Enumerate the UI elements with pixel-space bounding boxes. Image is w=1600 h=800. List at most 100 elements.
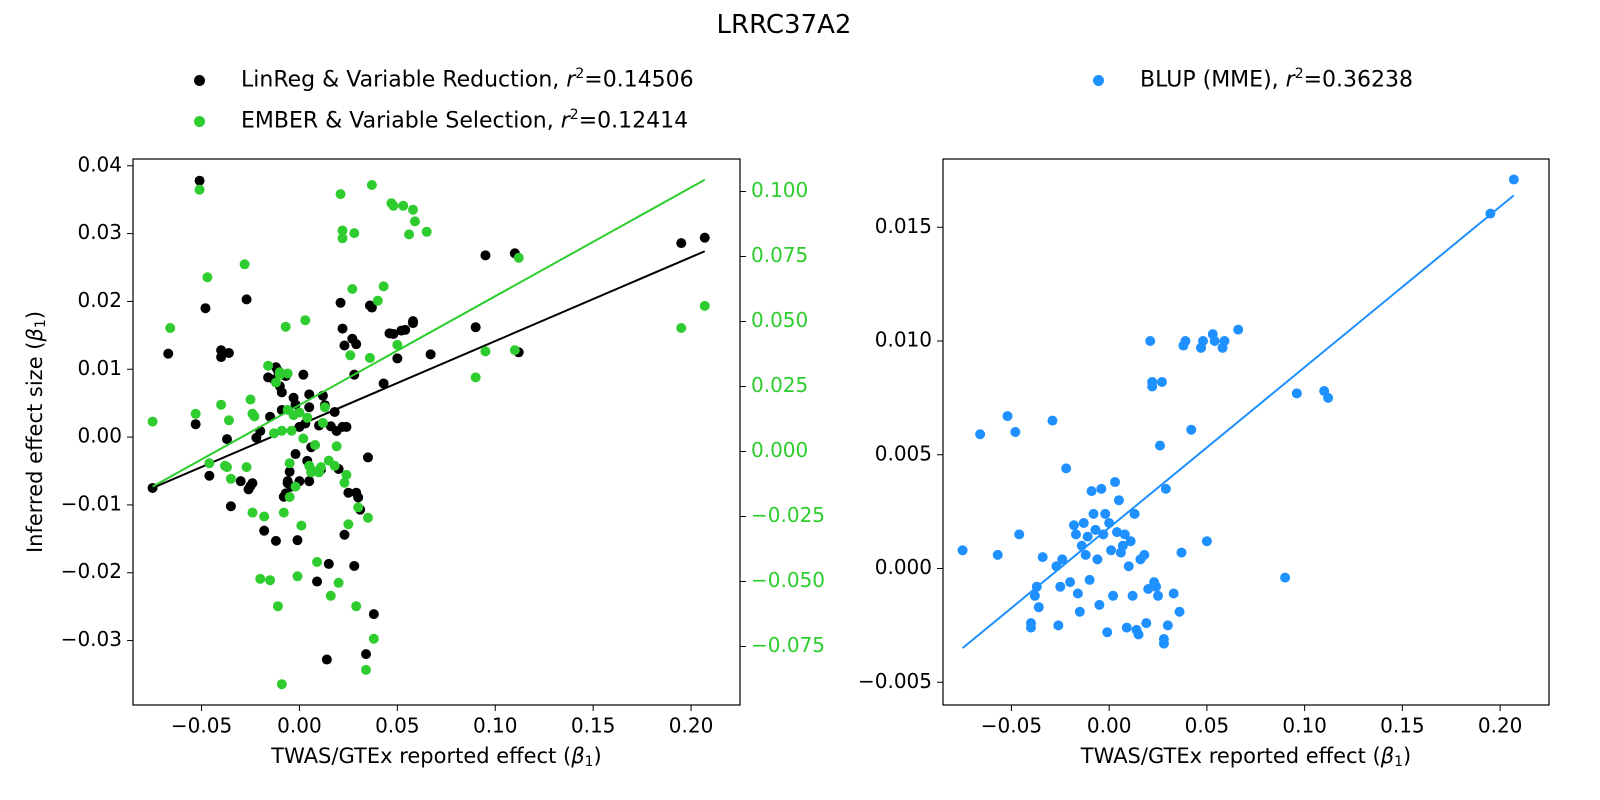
point-ember-variable-selection	[298, 433, 309, 444]
point-blup-mme-	[1096, 483, 1107, 494]
point-blup-mme-	[1108, 590, 1119, 601]
point-linreg-variable-reduction	[351, 339, 362, 350]
x-tick-label-right: 0.20	[1478, 714, 1523, 738]
point-ember-variable-selection	[331, 441, 342, 452]
point-blup-mme-	[1219, 336, 1230, 346]
point-blup-mme-	[1025, 618, 1036, 629]
point-ember-variable-selection	[339, 477, 350, 488]
y2-tick-label-left: −0.075	[751, 633, 825, 657]
point-ember-variable-selection	[265, 575, 276, 586]
point-ember-variable-selection	[249, 411, 260, 422]
point-blup-mme-	[1002, 411, 1013, 422]
point-blup-mme-	[1098, 529, 1109, 540]
y-tick-label-right: 0.000	[875, 555, 932, 579]
point-blup-mme-	[1141, 618, 1152, 629]
point-blup-mme-	[1065, 577, 1076, 588]
point-linreg-variable-reduction	[400, 324, 411, 335]
point-ember-variable-selection	[349, 228, 360, 239]
point-blup-mme-	[1051, 561, 1062, 572]
point-ember-variable-selection	[284, 458, 295, 469]
point-ember-variable-selection	[241, 462, 252, 473]
plot-frame-right	[942, 158, 1550, 706]
point-ember-variable-selection	[190, 408, 201, 419]
y2-tick-label-left: −0.050	[751, 568, 825, 592]
point-ember-variable-selection	[202, 272, 213, 283]
point-linreg-variable-reduction	[304, 402, 315, 413]
point-blup-mme-	[1110, 477, 1121, 488]
point-blup-mme-	[1106, 545, 1117, 556]
point-ember-variable-selection	[221, 462, 232, 473]
y2-tick-label-left: 0.025	[751, 373, 808, 397]
point-blup-mme-	[1080, 549, 1091, 560]
point-ember-variable-selection	[368, 633, 379, 644]
point-blup-mme-	[1090, 524, 1101, 535]
point-blup-mme-	[1180, 336, 1191, 346]
x-tick-label-left: −0.05	[171, 714, 232, 738]
point-ember-variable-selection	[317, 417, 328, 428]
point-linreg-variable-reduction	[362, 452, 373, 463]
point-blup-mme-	[1162, 620, 1173, 631]
point-ember-variable-selection	[165, 323, 176, 333]
legend-r-symbol: r	[560, 108, 570, 134]
y-tick-label-right: 0.015	[875, 214, 932, 238]
point-blup-mme-	[1174, 606, 1185, 617]
point-ember-variable-selection	[312, 557, 323, 567]
point-blup-mme-	[1156, 376, 1167, 387]
point-ember-variable-selection	[194, 184, 205, 195]
y-tick-label-left: 0.01	[77, 356, 122, 380]
y-tick-label-right: 0.005	[875, 441, 932, 465]
point-blup-mme-	[1160, 483, 1171, 494]
point-ember-variable-selection	[239, 259, 250, 270]
y-tick-label-left: 0.02	[77, 288, 122, 312]
point-ember-variable-selection	[216, 399, 227, 410]
point-linreg-variable-reduction	[304, 389, 315, 400]
point-blup-mme-	[1201, 536, 1212, 547]
point-linreg-variable-reduction	[241, 294, 252, 305]
legend-r-sup: 2	[575, 66, 585, 82]
point-ember-variable-selection	[347, 284, 358, 294]
point-ember-variable-selection	[372, 295, 383, 306]
point-ember-variable-selection	[272, 601, 283, 612]
point-ember-variable-selection	[270, 377, 281, 388]
point-linreg-variable-reduction	[388, 328, 399, 339]
point-blup-mme-	[957, 545, 968, 556]
point-ember-variable-selection	[255, 573, 266, 584]
point-ember-variable-selection	[378, 281, 389, 292]
point-linreg-variable-reduction	[329, 406, 340, 417]
point-blup-mme-	[1102, 627, 1113, 638]
point-ember-variable-selection	[263, 360, 274, 371]
x-tick-label-left: 0.00	[277, 714, 322, 738]
point-blup-mme-	[1033, 602, 1044, 613]
point-linreg-variable-reduction	[290, 449, 301, 460]
y2-tick-label-left: 0.000	[751, 438, 808, 462]
point-ember-variable-selection	[361, 664, 372, 675]
y-axis-title-left: Inferred effect size (β1)	[23, 311, 49, 553]
point-blup-mme-	[1145, 336, 1156, 346]
point-ember-variable-selection	[294, 407, 305, 418]
legend-item-ember: EMBER & Variable Selection, r2=0.12414	[188, 107, 688, 133]
point-blup-mme-	[1127, 590, 1138, 601]
point-linreg-variable-reduction	[480, 250, 491, 261]
legend-item-blup: BLUP (MME), r2=0.36238	[1087, 66, 1413, 92]
point-ember-variable-selection	[310, 440, 321, 450]
point-linreg-variable-reduction	[276, 387, 287, 398]
point-ember-variable-selection	[259, 511, 270, 522]
point-linreg-variable-reduction	[361, 649, 372, 660]
point-ember-variable-selection	[147, 416, 158, 427]
point-blup-mme-	[1153, 590, 1164, 601]
point-ember-variable-selection	[351, 601, 362, 612]
point-blup-mme-	[1076, 540, 1087, 551]
legend-marker-blue	[1093, 74, 1104, 86]
point-blup-mme-	[1113, 495, 1124, 506]
point-ember-variable-selection	[509, 345, 520, 356]
point-blup-mme-	[1086, 486, 1097, 497]
point-blup-mme-	[1094, 599, 1105, 610]
point-ember-variable-selection	[398, 200, 409, 211]
point-linreg-variable-reduction	[190, 419, 201, 430]
point-blup-mme-	[1323, 392, 1334, 403]
point-ember-variable-selection	[366, 180, 377, 190]
point-blup-mme-	[1139, 549, 1150, 560]
point-blup-mme-	[1209, 336, 1220, 346]
x-axis-title-left: TWAS/GTEx reported effect (β1)	[270, 744, 602, 770]
